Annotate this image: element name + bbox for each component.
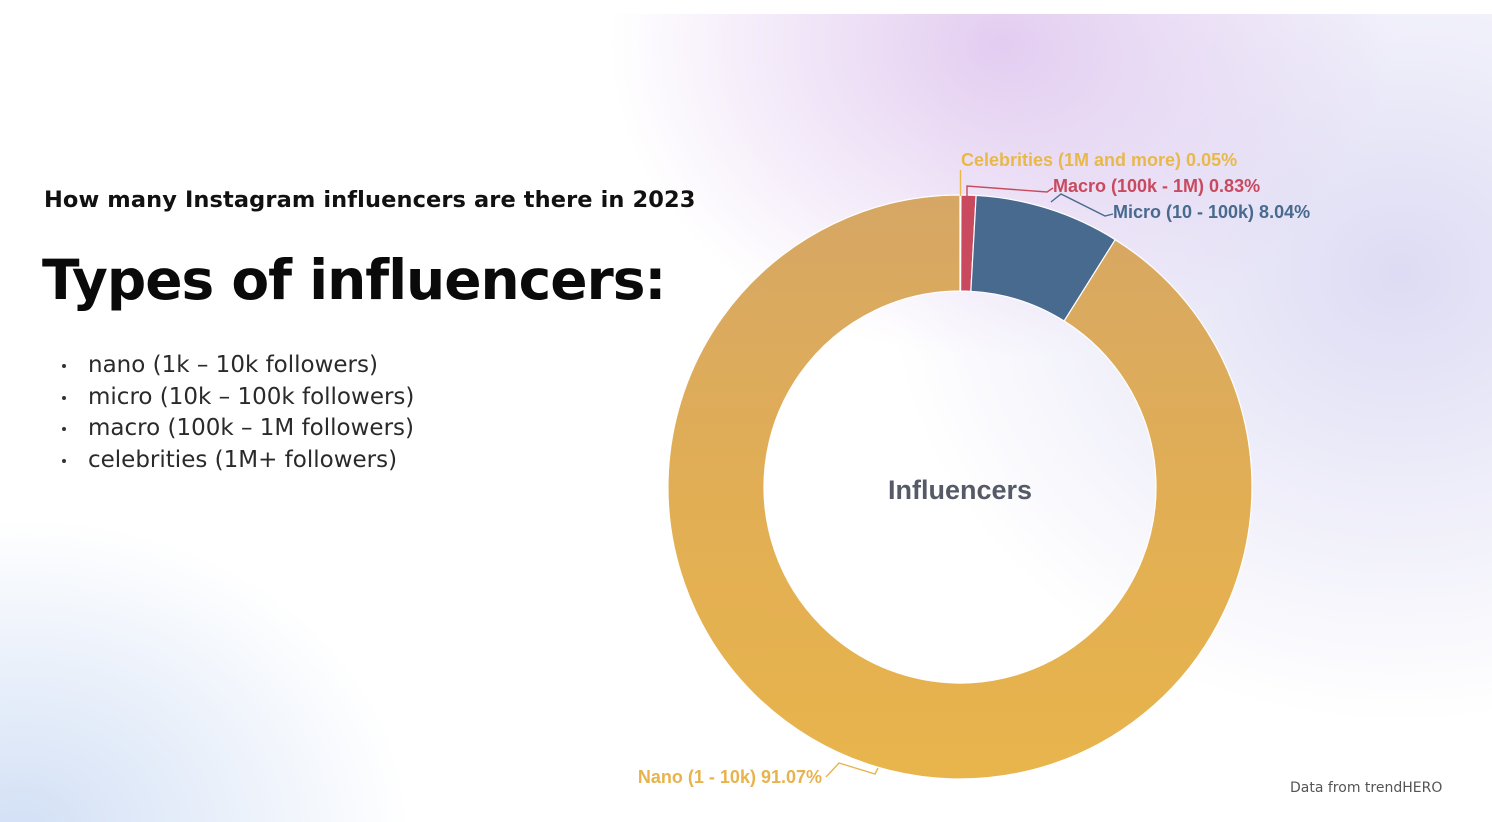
data-source-note: Data from trendHERO	[1290, 780, 1443, 796]
label-nano: Nano (1 - 10k) 91.07%	[638, 767, 822, 787]
list-item-nano: nano (1k – 10k followers)	[60, 350, 414, 382]
leader-line-nano	[825, 762, 879, 778]
leader-line-micro	[1050, 193, 1114, 217]
influencer-types-list: nano (1k – 10k followers) micro (10k – 1…	[60, 350, 414, 477]
list-item-macro: macro (100k – 1M followers)	[60, 413, 414, 445]
slice-nano	[667, 194, 1253, 780]
list-item-celebrities: celebrities (1M+ followers)	[60, 445, 414, 477]
chart-center-label: Influencers	[888, 475, 1032, 505]
list-item-micro: micro (10k – 100k followers)	[60, 382, 414, 414]
label-micro: Micro (10 - 100k) 8.04%	[1113, 202, 1310, 222]
slide-subtitle: How many Instagram influencers are there…	[44, 187, 696, 213]
label-celebrities: Celebrities (1M and more) 0.05%	[961, 150, 1237, 170]
label-macro: Macro (100k - 1M) 0.83%	[1053, 176, 1260, 196]
leader-line-macro	[966, 185, 1054, 196]
slide-title: Types of influencers:	[42, 248, 666, 312]
